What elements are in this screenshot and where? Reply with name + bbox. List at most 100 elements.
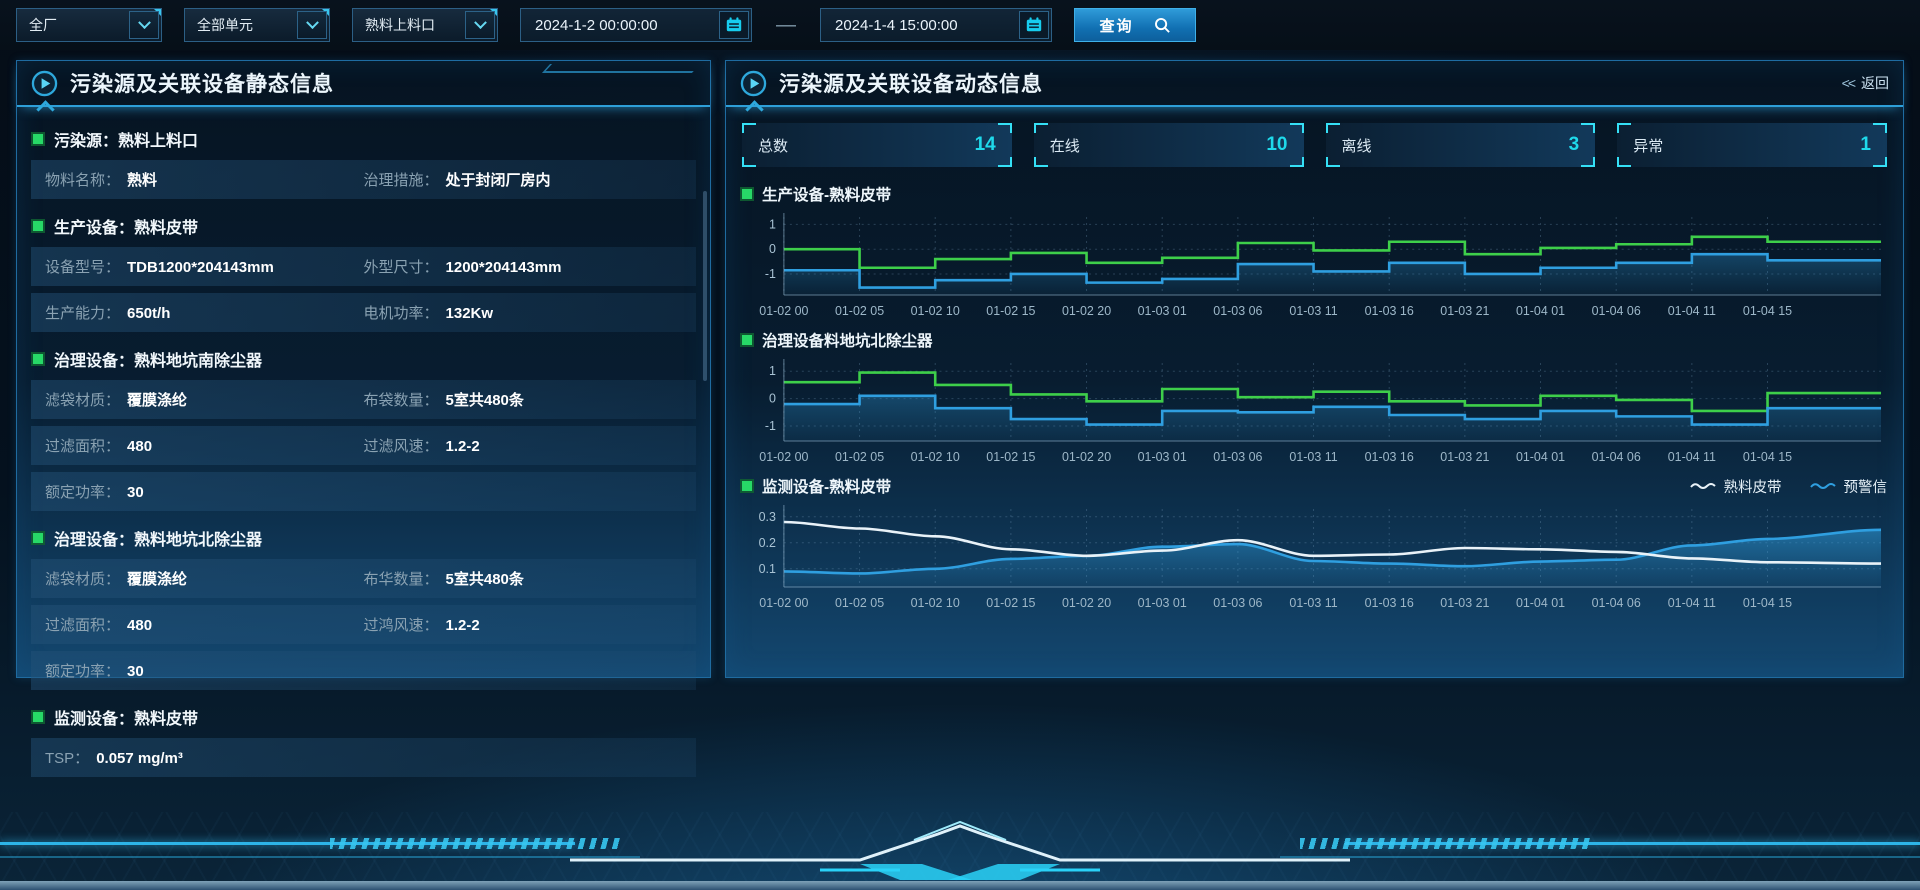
chevron-down-icon [305, 15, 319, 29]
chart-title-row: 生产设备-熟料皮带 [742, 179, 1887, 209]
info-row: 额定功率： 30 [31, 472, 696, 511]
date-range-separator: — [776, 13, 796, 36]
svg-text:01-04 11: 01-04 11 [1668, 596, 1716, 610]
group-heading-treatment-device-south: 治理设备：熟料地坑南除尘器 [31, 339, 696, 380]
svg-text:01-02 20: 01-02 20 [1062, 596, 1111, 610]
chart-title-row: 治理设备料地坑北除尘器 [742, 325, 1887, 355]
svg-text:01-02 15: 01-02 15 [986, 450, 1035, 464]
footer-hatch-right [1300, 838, 1590, 849]
unit-select-value: 全部单元 [197, 17, 253, 33]
calendar-icon [726, 17, 742, 32]
legend-item-belt[interactable]: 熟料皮带 [1689, 476, 1782, 497]
point-select-value: 熟料上料口 [365, 17, 435, 33]
svg-text:0.3: 0.3 [759, 510, 776, 524]
svg-text:01-04 11: 01-04 11 [1668, 450, 1716, 464]
svg-text:01-04 06: 01-04 06 [1592, 596, 1641, 610]
date-from-input[interactable]: 2024-1-2 00:00:00 [520, 8, 752, 42]
svg-text:01-02 15: 01-02 15 [986, 596, 1035, 610]
plant-select-value: 全厂 [29, 17, 57, 33]
footer-rail-right [1345, 842, 1920, 845]
chart-title-row: 监测设备-熟料皮带 熟料皮带 预警信 [742, 471, 1887, 501]
wavy-line-icon [1809, 483, 1836, 489]
svg-text:01-03 06: 01-03 06 [1213, 596, 1262, 610]
svg-text:01-02 05: 01-02 05 [835, 450, 884, 464]
green-square-bullet-icon [742, 189, 752, 199]
svg-text:01-03 01: 01-03 01 [1138, 450, 1187, 464]
svg-text:-1: -1 [765, 267, 776, 281]
info-row: 过滤面积： 480 过鸿风速： 1.2-2 [31, 605, 696, 644]
footer-crest-decoration [570, 820, 1350, 880]
chart-production-device: 生产设备-熟料皮带 1 0 -1 01-02 00 01-02 05 01-02 10 01… [726, 175, 1903, 321]
group-heading-production-device: 生产设备：熟料皮带 [31, 206, 696, 247]
dynamic-panel-header: 污染源及关联设备动态信息 << 返回 [726, 61, 1903, 119]
svg-text:01-03 01: 01-03 01 [1138, 596, 1187, 610]
search-icon [1154, 17, 1170, 33]
main-content: 污染源及关联设备静态信息 污染源：熟料上料口 物料名称： 熟料 治理措施： 处于封闭… [0, 50, 1920, 777]
step-chart-treatment[interactable]: 1 0 -1 01-02 00 01-02 05 01-02 10 01-02 15 01-0… [742, 355, 1887, 467]
svg-text:01-02 15: 01-02 15 [986, 304, 1035, 318]
chart-legend: 熟料皮带 预警信 [1689, 476, 1887, 497]
svg-text:01-02 05: 01-02 05 [835, 304, 884, 318]
info-row: 滤袋材质： 覆膜涤纶 布袋数量： 5室共480条 [31, 380, 696, 419]
svg-text:01-02 00: 01-02 00 [759, 304, 808, 318]
green-square-bullet-icon [33, 712, 43, 722]
svg-text:01-03 16: 01-03 16 [1365, 450, 1414, 464]
static-panel-body: 污染源：熟料上料口 物料名称： 熟料 治理措施： 处于封闭厂房内 生产设备：熟料皮带… [17, 107, 710, 777]
svg-text:01-04 15: 01-04 15 [1743, 596, 1792, 610]
info-row: 生产能力： 650t/h 电机功率： 132Kw [31, 293, 696, 332]
info-row: 额定功率： 30 [31, 651, 696, 690]
point-select[interactable]: 熟料上料口 [352, 8, 498, 42]
green-square-bullet-icon [742, 481, 752, 491]
chevron-down-icon [137, 15, 151, 29]
unit-select-chevron-button[interactable] [297, 11, 327, 39]
back-button-label: 返回 [1861, 75, 1889, 91]
footer-rail2-left [0, 856, 640, 858]
svg-text:1: 1 [769, 364, 776, 378]
footer-rail-left [0, 842, 575, 845]
chart-title: 监测设备-熟料皮带 [762, 479, 892, 496]
svg-text:-1: -1 [765, 419, 776, 433]
chart-title: 生产设备-熟料皮带 [762, 187, 892, 204]
plant-select[interactable]: 全厂 [16, 8, 162, 42]
info-row: 设备型号： TDB1200*204143mm 外型尺寸： 1200*204143mm [31, 247, 696, 286]
line-chart-monitor[interactable]: 0.3 0.2 0.1 01-02 00 01-02 05 01-02 10 01-02 1… [742, 501, 1887, 613]
stat-card-abnormal: 异常 1 [1617, 123, 1887, 167]
unit-select[interactable]: 全部单元 [184, 8, 330, 42]
info-row: 滤袋材质： 覆膜涤纶 布华数量： 5室共480条 [31, 559, 696, 598]
point-select-chevron-button[interactable] [465, 11, 495, 39]
date-to-calendar-button[interactable] [1019, 11, 1049, 39]
svg-text:01-02 10: 01-02 10 [911, 596, 960, 610]
back-button[interactable]: << 返回 [1842, 73, 1889, 93]
info-row: 过滤面积： 480 过滤风速： 1.2-2 [31, 426, 696, 465]
group-heading-monitor-device: 监测设备：熟料皮带 [31, 697, 696, 738]
date-to-input[interactable]: 2024-1-4 15:00:00 [820, 8, 1052, 42]
stat-card-online: 在线 10 [1034, 123, 1304, 167]
wavy-line-icon [1689, 483, 1716, 489]
dynamic-panel-title: 污染源及关联设备动态信息 [779, 73, 1043, 96]
static-info-panel: 污染源及关联设备静态信息 污染源：熟料上料口 物料名称： 熟料 治理措施： 处于封闭… [16, 60, 711, 777]
svg-text:0: 0 [769, 392, 776, 406]
svg-text:0.1: 0.1 [759, 562, 776, 576]
svg-text:01-04 06: 01-04 06 [1592, 304, 1641, 318]
static-panel-title: 污染源及关联设备静态信息 [70, 73, 334, 96]
info-row: TSP： 0.057 mg/m³ [31, 738, 696, 777]
legend-item-warning[interactable]: 预警信 [1809, 476, 1887, 497]
dynamic-info-panel: 污染源及关联设备动态信息 << 返回 总数 14 在线 10 离线 [725, 60, 1904, 678]
play-icon [740, 70, 767, 96]
play-icon [31, 70, 58, 96]
chart-monitor-device: 监测设备-熟料皮带 熟料皮带 预警信 [726, 467, 1903, 613]
query-button[interactable]: 查询 [1074, 8, 1196, 42]
svg-text:01-03 16: 01-03 16 [1365, 304, 1414, 318]
step-chart-production[interactable]: 1 0 -1 01-02 00 01-02 05 01-02 10 01-02 15 01-0… [742, 209, 1887, 321]
svg-text:01-04 01: 01-04 01 [1516, 450, 1565, 464]
svg-text:01-03 21: 01-03 21 [1440, 596, 1489, 610]
info-row: 物料名称： 熟料 治理措施： 处于封闭厂房内 [31, 160, 696, 199]
group-heading-treatment-device-north: 治理设备：熟料地坑北除尘器 [31, 518, 696, 559]
chevron-down-icon [473, 15, 487, 29]
scrollbar-thumb[interactable] [703, 191, 707, 381]
green-square-bullet-icon [33, 533, 43, 543]
plant-select-chevron-button[interactable] [129, 11, 159, 39]
date-from-calendar-button[interactable] [719, 11, 749, 39]
svg-text:01-03 06: 01-03 06 [1213, 304, 1262, 318]
